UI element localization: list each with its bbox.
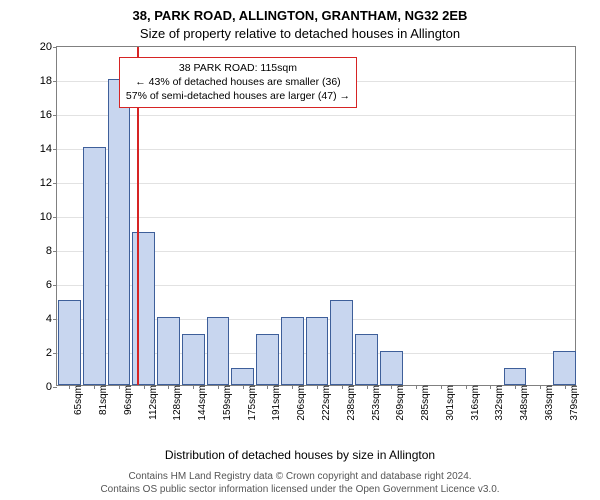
callout-line: 38 PARK ROAD: 115sqm <box>126 61 350 75</box>
y-tick-label: 10 <box>40 211 57 223</box>
histogram-bar <box>306 317 329 385</box>
histogram-bar <box>281 317 304 385</box>
histogram-bar <box>231 368 254 385</box>
x-axis-label: Distribution of detached houses by size … <box>0 448 600 462</box>
x-tick-label: 253sqm <box>367 385 382 421</box>
histogram-bar <box>58 300 81 385</box>
x-tick-label: 316sqm <box>466 385 481 421</box>
x-tick-label: 96sqm <box>119 385 134 415</box>
gridline <box>57 115 575 116</box>
footer-attribution: Contains HM Land Registry data © Crown c… <box>0 470 600 496</box>
chart-title-line1: 38, PARK ROAD, ALLINGTON, GRANTHAM, NG32… <box>0 8 600 23</box>
gridline <box>57 149 575 150</box>
x-tick-label: 175sqm <box>243 385 258 421</box>
y-tick-label: 18 <box>40 75 57 87</box>
gridline <box>57 183 575 184</box>
callout-line: ← 43% of detached houses are smaller (36… <box>126 75 350 89</box>
histogram-bar <box>207 317 230 385</box>
y-tick-label: 20 <box>40 41 57 53</box>
y-tick-label: 2 <box>46 347 57 359</box>
histogram-bar <box>157 317 180 385</box>
x-tick-label: 285sqm <box>416 385 431 421</box>
gridline <box>57 217 575 218</box>
histogram-bar <box>355 334 378 385</box>
x-tick-label: 112sqm <box>144 385 159 420</box>
x-tick-label: 206sqm <box>292 385 307 421</box>
x-tick-label: 238sqm <box>342 385 357 421</box>
histogram-bar <box>504 368 527 385</box>
x-tick-label: 81sqm <box>94 385 109 415</box>
footer-line1: Contains HM Land Registry data © Crown c… <box>0 470 600 483</box>
chart-container: { "titles": { "line1": "38, PARK ROAD, A… <box>0 0 600 500</box>
y-tick-label: 16 <box>40 109 57 121</box>
y-tick-label: 14 <box>40 143 57 155</box>
histogram-bar <box>83 147 106 385</box>
x-tick-label: 269sqm <box>391 385 406 421</box>
x-tick-label: 301sqm <box>441 385 456 421</box>
plot-area: 0246810121416182065sqm81sqm96sqm112sqm12… <box>56 46 576 386</box>
x-tick-label: 144sqm <box>193 385 208 421</box>
histogram-bar <box>380 351 403 385</box>
chart-title-line2: Size of property relative to detached ho… <box>0 26 600 41</box>
y-tick-label: 8 <box>46 245 57 257</box>
histogram-bar <box>182 334 205 385</box>
histogram-bar <box>256 334 279 385</box>
footer-line2: Contains OS public sector information li… <box>0 483 600 496</box>
histogram-bar <box>553 351 576 385</box>
x-tick-label: 65sqm <box>69 385 84 415</box>
histogram-bar <box>132 232 155 385</box>
x-tick-label: 348sqm <box>515 385 530 421</box>
x-tick-label: 222sqm <box>317 385 332 421</box>
y-tick-label: 6 <box>46 279 57 291</box>
x-tick-label: 191sqm <box>267 385 282 421</box>
x-tick-label: 332sqm <box>490 385 505 421</box>
x-tick-label: 363sqm <box>540 385 555 421</box>
histogram-bar <box>108 79 131 385</box>
callout-box: 38 PARK ROAD: 115sqm← 43% of detached ho… <box>119 57 357 108</box>
x-tick-label: 379sqm <box>565 385 580 421</box>
y-tick-label: 12 <box>40 177 57 189</box>
x-tick-label: 159sqm <box>218 385 233 421</box>
x-tick-label: 128sqm <box>168 385 183 421</box>
histogram-bar <box>330 300 353 385</box>
callout-line: 57% of semi-detached houses are larger (… <box>126 89 350 103</box>
y-tick-label: 4 <box>46 313 57 325</box>
y-tick-label: 0 <box>46 381 57 393</box>
